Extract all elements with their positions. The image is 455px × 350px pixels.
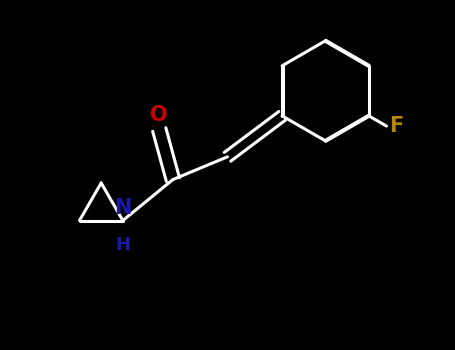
Text: H: H — [116, 237, 130, 254]
Text: N: N — [114, 198, 131, 218]
Text: F: F — [389, 116, 403, 136]
Text: O: O — [151, 105, 168, 125]
